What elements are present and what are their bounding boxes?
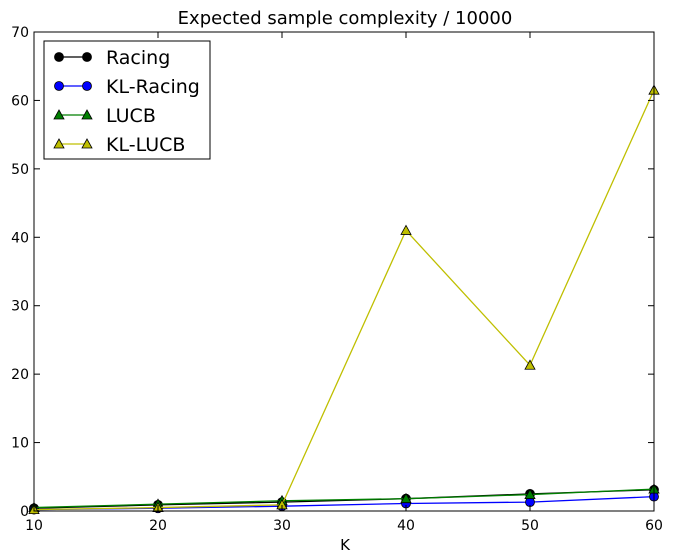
y-tick-label: 20 (11, 367, 29, 383)
legend-label-2: LUCB (106, 105, 156, 127)
legend-marker-2 (53, 109, 65, 120)
y-tick-label: 70 (11, 25, 29, 41)
legend-marker-3 (81, 138, 93, 149)
y-tick-label: 0 (20, 504, 29, 520)
x-tick-label: 60 (645, 518, 663, 534)
data-point-3-3 (400, 224, 412, 235)
data-point-3-4 (524, 359, 536, 370)
data-point-2-4 (524, 488, 536, 499)
x-tick-label: 40 (397, 518, 415, 534)
legend-label-0: Racing (106, 47, 170, 69)
y-tick-label: 40 (11, 230, 29, 246)
legend-label-3: KL-LUCB (106, 134, 185, 156)
y-tick-label: 30 (11, 299, 29, 315)
x-tick-label: 50 (521, 518, 539, 534)
series-line-2 (33, 488, 655, 509)
series-line-3 (33, 89, 655, 511)
legend-marker-1 (82, 81, 92, 91)
axes-frame (33, 31, 655, 512)
data-point-2-3 (400, 492, 412, 504)
legend: Racing KL-Racing LUCB KL-LUCB (43, 40, 211, 160)
y-tick-label: 60 (11, 93, 29, 109)
chart-title: Expected sample complexity / 10000 (178, 8, 513, 29)
x-tick-label: 30 (273, 518, 291, 534)
x-tick-label: 10 (25, 518, 43, 534)
legend-marker-2 (81, 109, 93, 120)
legend-marker-0 (82, 52, 92, 62)
legend-marker-0 (54, 52, 64, 62)
y-tick-label: 50 (11, 162, 29, 178)
y-tick-label: 10 (11, 436, 29, 452)
x-tick-label: 20 (149, 518, 167, 534)
legend-label-1: KL-Racing (106, 76, 200, 98)
legend-marker-1 (54, 81, 64, 91)
x-axis-label: K (340, 536, 351, 554)
legend-marker-3 (53, 138, 65, 149)
legend-box (43, 40, 211, 160)
